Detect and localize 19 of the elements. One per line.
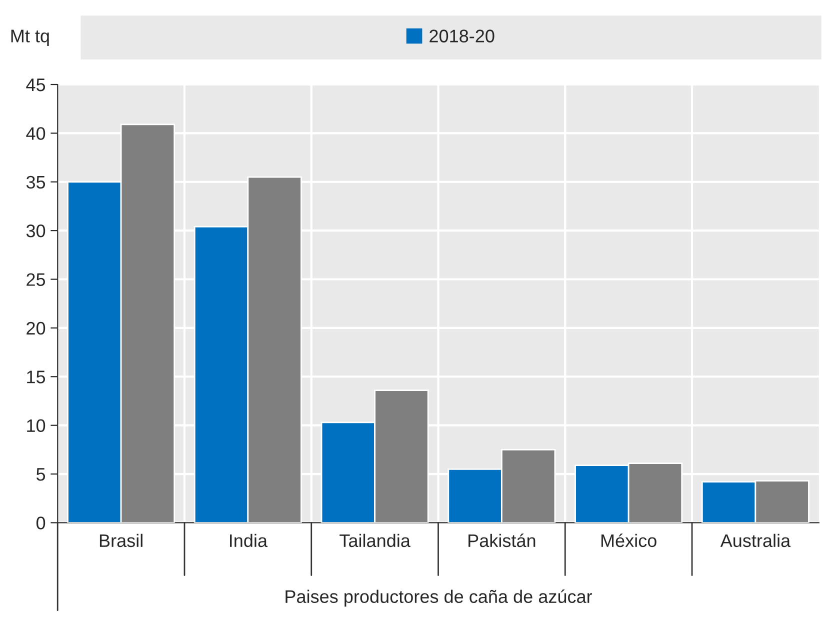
- y-tick-label: 10: [27, 419, 46, 432]
- y-axis-title: Mt tq: [11, 30, 49, 46]
- y-tick-label: 15: [27, 370, 46, 384]
- y-tick-label: 45: [26, 78, 46, 92]
- y-tick-label: 30: [26, 224, 46, 238]
- y-tick-label: 35: [26, 176, 46, 189]
- y-tick-label: 20: [26, 322, 46, 335]
- x-tick-label: Australia: [720, 534, 791, 548]
- x-tick-label: Brasil: [100, 534, 142, 548]
- x-tick-label: Tailandia: [340, 534, 410, 548]
- x-tick-label: México: [601, 534, 656, 548]
- y-tick-label: 0: [36, 516, 46, 530]
- x-tick-label: India: [230, 534, 268, 548]
- y-tick-label: 40: [26, 127, 46, 140]
- legend-label: 2018-20: [430, 30, 494, 42]
- x-axis-title: Paises productores de caña de azúcar: [286, 590, 592, 607]
- y-tick-label: 5: [36, 468, 46, 481]
- x-tick-label: Pakistán: [468, 534, 536, 548]
- y-tick-label: 25: [26, 273, 46, 286]
